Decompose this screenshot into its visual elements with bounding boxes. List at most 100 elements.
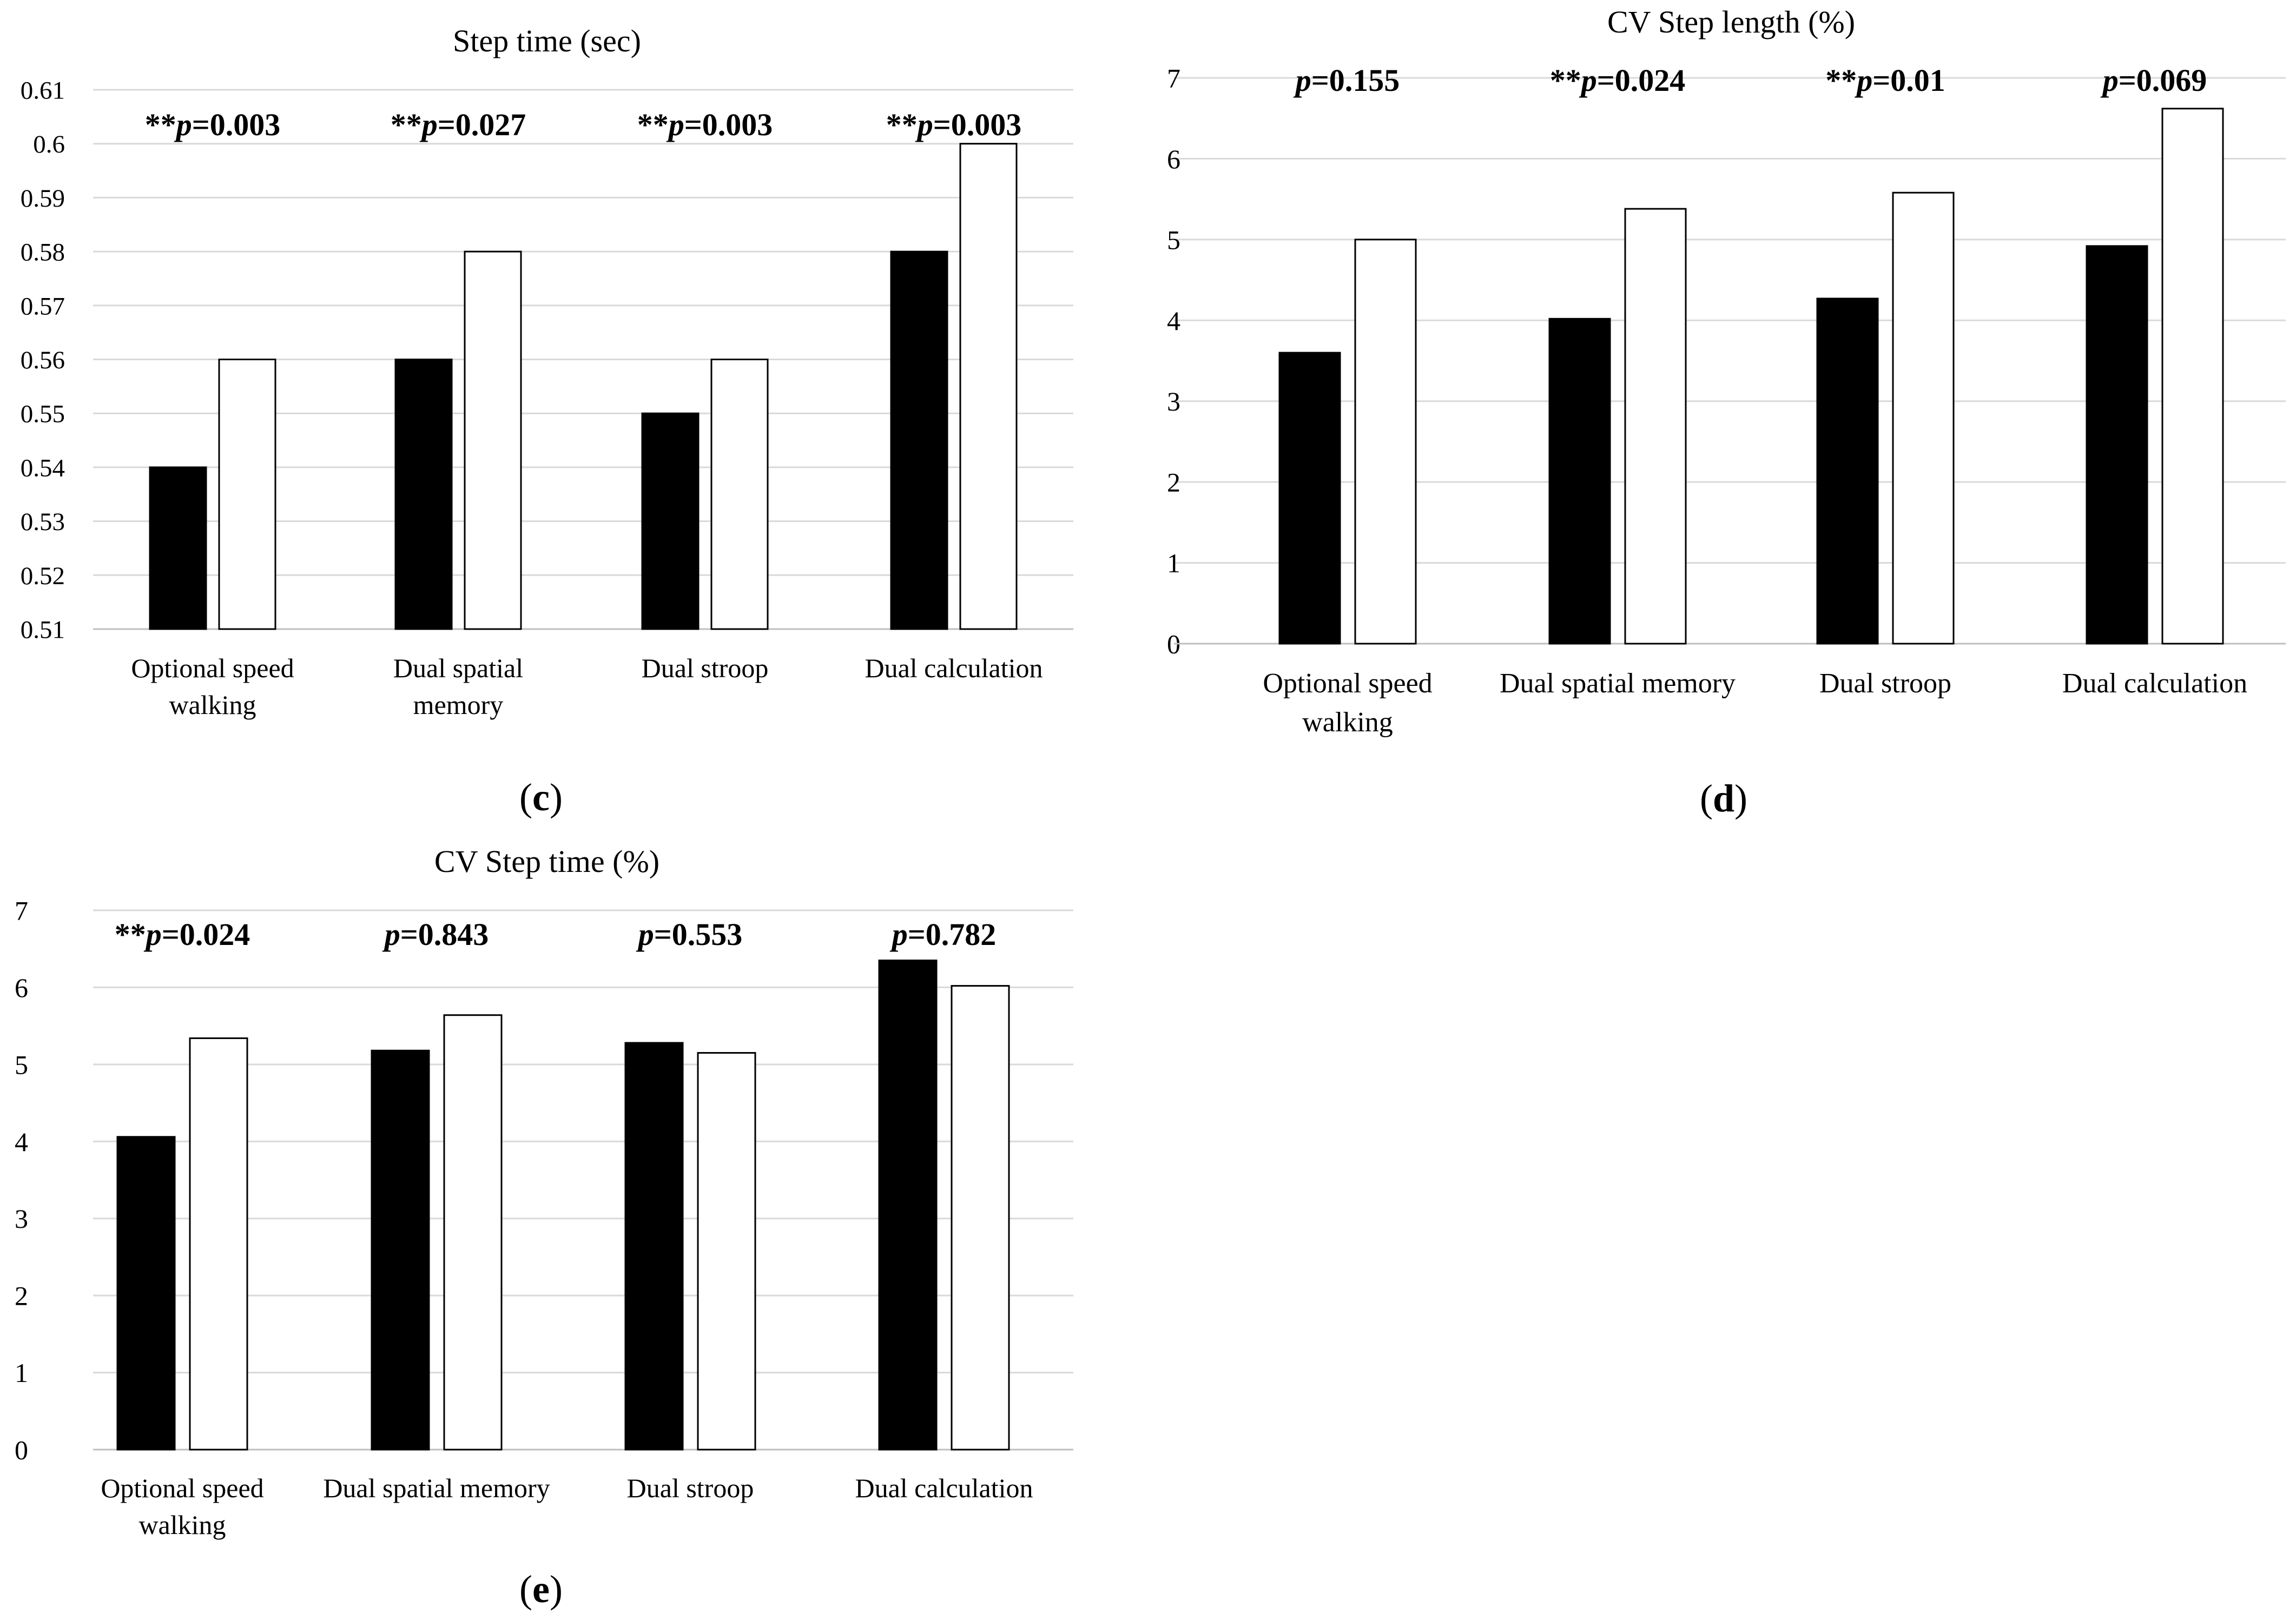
chart-title: CV Step length (%): [1607, 4, 1855, 39]
p-value-label: p=0.155: [1293, 63, 1400, 98]
y-tick-label: 0.6: [33, 130, 65, 158]
y-tick-label: 3: [1167, 386, 1180, 416]
p-value: =0.782: [908, 917, 997, 952]
p-stars: **: [145, 107, 176, 142]
p-stars: **: [886, 107, 918, 142]
y-tick-label: 0.61: [21, 76, 65, 104]
panel-label: (e): [519, 1568, 563, 1611]
y-tick-label: 5: [15, 1049, 28, 1080]
bar-series-2: [464, 250, 522, 630]
panel-label-letter: e: [532, 1568, 550, 1611]
p-stars: **: [1550, 63, 1581, 98]
p-symbol: p: [889, 917, 908, 952]
panel-label-open: (: [519, 776, 532, 819]
y-tick-label: 0.56: [21, 346, 65, 374]
panel-label-open: (: [519, 1568, 532, 1611]
bar-series-1: [394, 359, 453, 630]
p-value: =0.003: [933, 107, 1022, 142]
x-tick-label: Dual stroop: [627, 1473, 754, 1503]
panel-label-close: ): [550, 776, 563, 819]
x-tick-label: memory: [413, 690, 504, 720]
y-tick-label: 5: [1167, 224, 1180, 255]
p-value: =0.553: [654, 917, 743, 952]
p-value: =0.024: [162, 917, 250, 952]
p-symbol: p: [915, 107, 933, 142]
y-tick-label: 0.51: [21, 616, 65, 644]
p-value-label: p=0.553: [636, 917, 743, 952]
bar-series-1: [1816, 297, 1879, 645]
p-symbol: p: [174, 107, 192, 142]
p-symbol: p: [382, 917, 400, 952]
bar-series-2: [710, 359, 769, 630]
p-value-label: **p=0.003: [886, 107, 1022, 142]
bar-series-2: [2161, 108, 2224, 645]
x-tick-label: Dual spatial: [393, 653, 523, 683]
x-tick-label: Dual spatial memory: [323, 1473, 550, 1503]
p-value: =0.003: [684, 107, 773, 142]
x-tick-label: walking: [169, 690, 256, 720]
p-stars: **: [637, 107, 669, 142]
panel-label-close: ): [1734, 777, 1747, 820]
y-tick-label: 1: [1167, 548, 1180, 578]
bar-series-1: [890, 250, 948, 630]
bar-series-1: [1548, 318, 1611, 645]
bar-series-1: [624, 1042, 684, 1451]
p-value: =0.155: [1311, 63, 1400, 98]
y-tick-label: 7: [1167, 63, 1180, 94]
panel-label-letter: d: [1713, 777, 1734, 820]
p-symbol: p: [636, 917, 654, 952]
panel-label: (c): [519, 776, 563, 819]
p-value-label: **p=0.024: [1550, 63, 1686, 98]
p-stars: **: [115, 917, 146, 952]
y-tick-label: 7: [15, 896, 28, 926]
bar-series-2: [218, 359, 276, 630]
y-tick-label: 0.54: [21, 454, 65, 482]
p-value: =0.027: [438, 107, 526, 142]
p-value-label: p=0.782: [889, 917, 997, 952]
x-tick-label: Dual stroop: [642, 653, 769, 683]
x-tick-label: Optional speed: [101, 1473, 263, 1503]
x-tick-label: Optional speed: [1263, 668, 1432, 699]
y-tick-label: 6: [1167, 144, 1180, 174]
y-tick-label: 0: [15, 1435, 28, 1465]
x-tick-label: Dual spatial memory: [1500, 668, 1736, 699]
p-value-label: **p=0.024: [115, 917, 250, 952]
p-value: =0.003: [192, 107, 281, 142]
p-symbol: p: [1579, 63, 1597, 98]
x-tick-label: walking: [1302, 707, 1393, 738]
p-symbol: p: [1293, 63, 1311, 98]
p-value-label: **p=0.027: [391, 107, 526, 142]
y-tick-label: 0.59: [21, 184, 65, 213]
p-value-label: p=0.069: [2100, 63, 2207, 98]
bar-series-1: [2086, 245, 2148, 645]
bar-series-2: [443, 1014, 503, 1451]
p-stars: **: [1825, 63, 1857, 98]
y-tick-label: 3: [15, 1204, 28, 1234]
p-value: =0.843: [400, 917, 489, 952]
bar-series-2: [1624, 208, 1687, 645]
p-symbol: p: [143, 917, 162, 952]
bar-series-2: [189, 1037, 248, 1451]
y-tick-label: 4: [1167, 306, 1180, 336]
p-symbol: p: [1854, 63, 1872, 98]
bar-series-1: [116, 1136, 176, 1451]
y-tick-label: 0.52: [21, 562, 65, 590]
bar-series-1: [1278, 352, 1341, 645]
p-symbol: p: [419, 107, 438, 142]
p-value: =0.069: [2119, 63, 2207, 98]
x-tick-label: Dual calculation: [2062, 668, 2247, 699]
p-value-label: **p=0.01: [1825, 63, 1945, 98]
bar-series-2: [951, 985, 1010, 1451]
bar-series-2: [1354, 239, 1417, 645]
y-tick-label: 0.53: [21, 508, 65, 536]
x-tick-label: Dual calculation: [865, 653, 1043, 683]
x-tick-label: Dual stroop: [1819, 668, 1951, 699]
bar-series-2: [697, 1052, 756, 1451]
bar-series-1: [149, 466, 207, 630]
chart-title: Step time (sec): [453, 23, 641, 58]
x-tick-label: Optional speed: [131, 653, 294, 683]
p-value-label: **p=0.003: [637, 107, 773, 142]
chart-panel-c: Step time (sec) 0.51 0.52 0.53 0.54 0.55 0.56 0…: [21, 23, 1073, 819]
